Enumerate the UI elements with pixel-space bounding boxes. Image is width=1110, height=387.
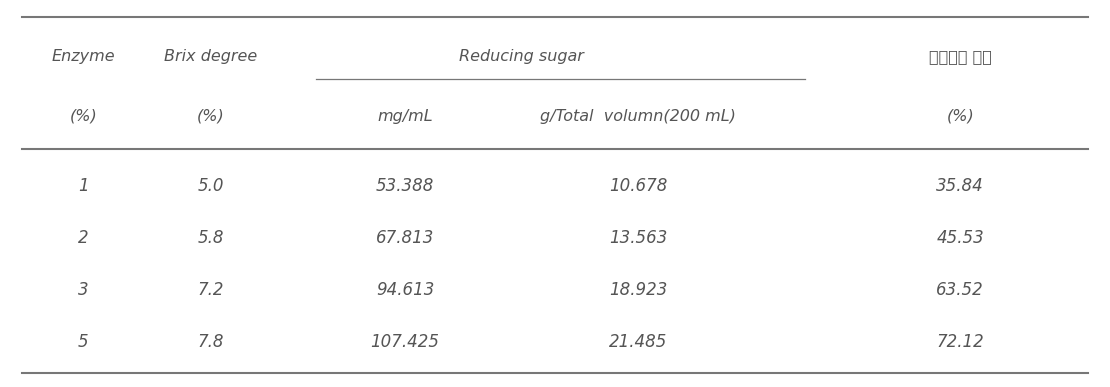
Text: 45.53: 45.53 [936,229,985,247]
Text: 1: 1 [78,177,89,195]
Text: 72.12: 72.12 [936,334,985,351]
Text: 7.8: 7.8 [198,334,224,351]
Text: Reducing sugar: Reducing sugar [460,49,584,63]
Text: 21.485: 21.485 [609,334,667,351]
Text: 26.231: 26.231 [609,386,667,387]
Text: 35.84: 35.84 [936,177,985,195]
Text: 107.425: 107.425 [371,334,440,351]
Text: 88.05: 88.05 [936,386,985,387]
Text: 63.52: 63.52 [936,281,985,299]
Text: 10.678: 10.678 [609,177,667,195]
Text: Enzyme: Enzyme [51,49,115,63]
Text: (%): (%) [946,109,975,123]
Text: 131.153: 131.153 [371,386,440,387]
Text: (%): (%) [198,109,224,123]
Text: 3: 3 [78,281,89,299]
Text: 5.8: 5.8 [198,229,224,247]
Text: 67.813: 67.813 [376,229,434,247]
Text: 53.388: 53.388 [376,177,434,195]
Text: 2: 2 [78,229,89,247]
Text: 94.613: 94.613 [376,281,434,299]
Text: 10: 10 [72,386,94,387]
Text: 8.7: 8.7 [198,386,224,387]
Text: 5.0: 5.0 [198,177,224,195]
Text: 5: 5 [78,334,89,351]
Text: 18.923: 18.923 [609,281,667,299]
Text: 13.563: 13.563 [609,229,667,247]
Text: 7.2: 7.2 [198,281,224,299]
Text: (%): (%) [69,109,98,123]
Text: Brix degree: Brix degree [164,49,258,63]
Text: 엿밥조청 수율: 엿밥조청 수율 [929,49,991,63]
Text: g/Total  volumn(200 mL): g/Total volumn(200 mL) [541,109,736,123]
Text: mg/mL: mg/mL [377,109,433,123]
